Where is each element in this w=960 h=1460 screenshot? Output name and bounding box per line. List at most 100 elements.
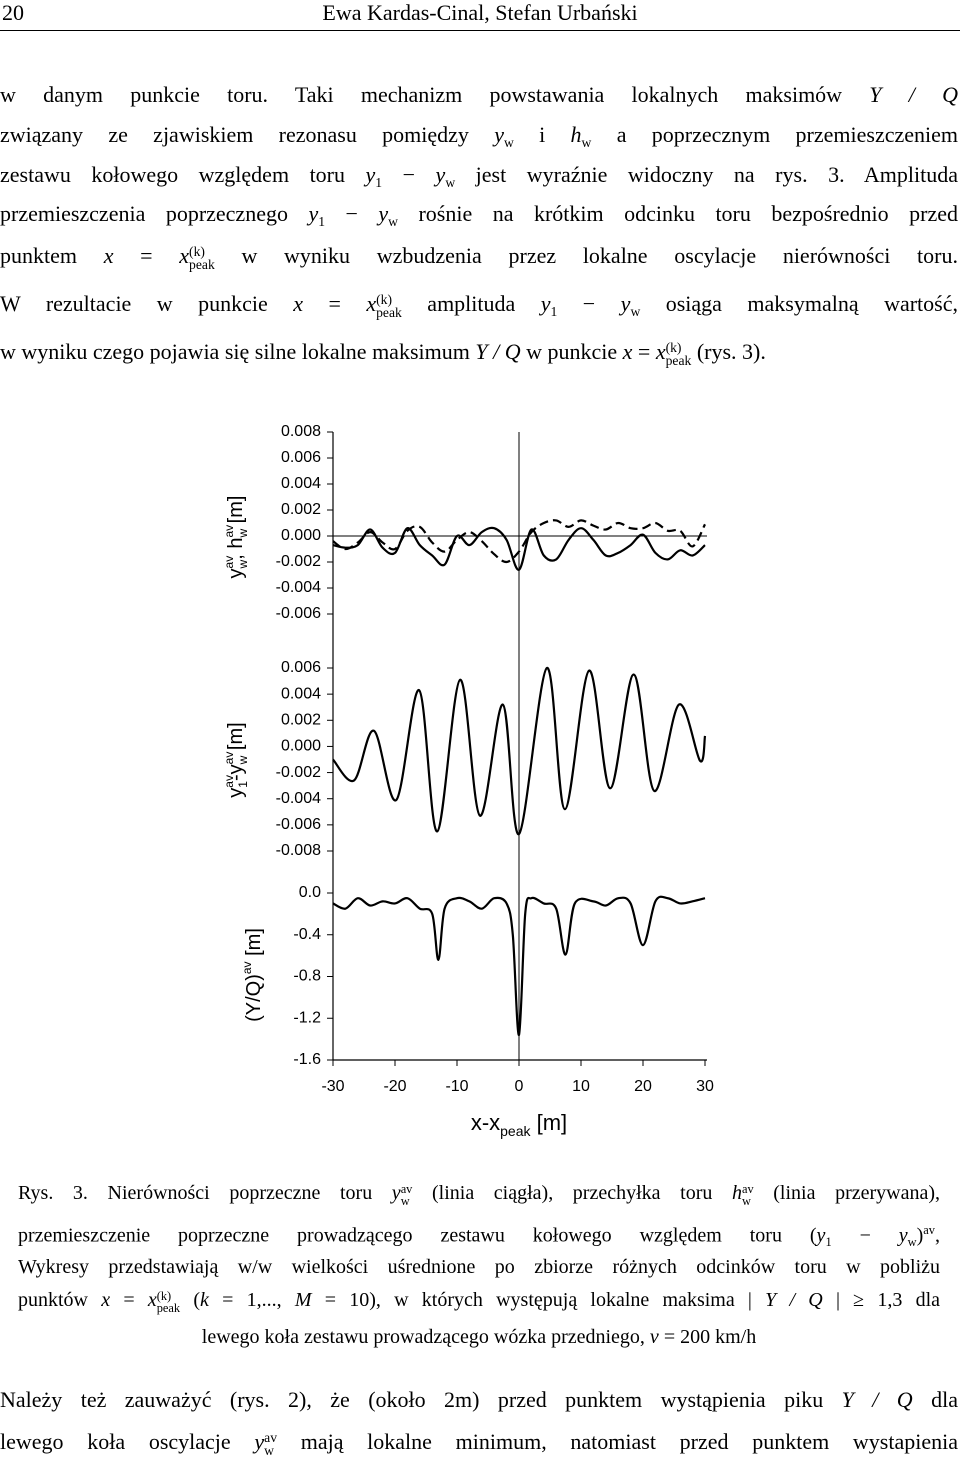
y-tick-label: -0.4 <box>293 926 321 943</box>
subscript: 1 <box>236 781 250 788</box>
page-number: 20 <box>2 0 24 25</box>
superscript: (k) <box>376 292 392 308</box>
subscript: peak <box>189 257 215 273</box>
math-symbol: y <box>898 1224 908 1247</box>
y-tick-label: -0.004 <box>276 579 321 596</box>
math-symbol: Y / Q <box>475 339 521 364</box>
superscript: av <box>222 556 236 569</box>
subscript: w <box>236 559 250 569</box>
y-tick-label: -0.002 <box>276 553 321 570</box>
data-line <box>332 895 706 1037</box>
text-line: przemieszczenia poprzecznego y1 − yw roś… <box>0 201 958 229</box>
subscript: peak <box>376 305 402 321</box>
text-line: zestawu kołowego względem toru y1 − yw j… <box>0 162 958 190</box>
math-symbol: y <box>540 291 551 316</box>
text-run: w punkcie <box>520 339 623 364</box>
text-run: x-x <box>471 1110 500 1135</box>
superscript: av <box>400 1181 413 1196</box>
text-line: punktem x = x (k) peak w wyniku wzbudzenia… <box>0 245 958 272</box>
text-run: w wyniku wzbudzenia przez lokalne oscyla… <box>214 243 958 268</box>
text-line: W rezultacie w punkcie x = x (k) peak ampl… <box>0 293 958 320</box>
text-run: = <box>303 291 367 316</box>
y-tick-label: -0.006 <box>276 605 321 622</box>
text-line: w danym punkcie toru. Taki mechanizm pow… <box>0 84 958 106</box>
text-run: = <box>113 243 180 268</box>
text-run: ( <box>180 1289 201 1311</box>
text-run: [m] <box>225 722 247 755</box>
text-run: y <box>225 568 247 578</box>
math-symbol: Y / Q <box>841 1387 913 1412</box>
text-run: [m] <box>243 928 265 961</box>
y-tick-label: -1.6 <box>293 1051 321 1068</box>
text-run: (linia przerywana), <box>753 1182 940 1204</box>
text-run: − <box>831 1224 899 1247</box>
subscript: w <box>907 1234 917 1249</box>
text-run: przemieszczenie poprzeczne prowadzącego … <box>18 1224 817 1247</box>
superscript: av <box>923 1223 935 1237</box>
superscript: av <box>222 525 236 538</box>
text-run: amplituda <box>401 291 541 316</box>
math-script: (k) peak <box>156 1290 181 1315</box>
text-run: | ≥ 1,3 dla <box>822 1289 941 1311</box>
math-script: av w <box>264 1430 278 1458</box>
math-symbol: x <box>366 291 377 316</box>
subscript: 1 <box>375 174 383 190</box>
text-run: Rys. 3. Nierówności poprzeczne toru <box>18 1182 392 1204</box>
text-run: jest wyraźnie widoczny na rys. 3. Amplit… <box>455 162 958 187</box>
superscript: (k) <box>189 244 205 260</box>
subscript: 1 <box>318 213 326 229</box>
text-line: lewego koła oscylacje y av w mają lokalne … <box>0 1431 958 1458</box>
math-script: (k) peak <box>376 292 402 321</box>
math-symbol: y <box>494 122 504 147</box>
y-tick-label: -0.8 <box>293 968 321 985</box>
math-symbol: y <box>365 162 376 187</box>
text-run: = 1,..., <box>208 1289 295 1311</box>
text-run: Należy też zauważyć (rys. 2), że (około … <box>0 1387 842 1412</box>
math-symbol: M <box>294 1289 312 1311</box>
data-line <box>332 519 706 564</box>
text-run: w wyniku czego pojawia się silne lokalne… <box>0 339 476 364</box>
text-run: y <box>225 788 247 798</box>
page-header: 20 Ewa Kardas-Cinal, Stefan Urbański <box>0 0 960 31</box>
text-run: (rys. 3). <box>691 339 766 364</box>
x-tick-label: -20 <box>383 1078 406 1095</box>
x-tick-label: 20 <box>634 1078 652 1095</box>
y-tick-label: 0.004 <box>281 475 321 492</box>
y-tick-label: -1.2 <box>293 1009 321 1026</box>
x-tick-label: -10 <box>445 1078 468 1095</box>
math-symbol: y <box>378 201 389 226</box>
text-run: [m] <box>225 496 247 529</box>
superscript: av <box>741 1181 754 1196</box>
y-tick-label: 0.002 <box>281 501 321 518</box>
text-run: = <box>110 1289 148 1311</box>
text-run: = <box>632 339 656 364</box>
x-tick-label: 10 <box>572 1078 590 1095</box>
text-run: osiąga maksymalną wartość, <box>640 291 958 316</box>
text-run: (Y/Q) <box>243 974 265 1022</box>
math-symbol: Y / Q <box>869 82 958 107</box>
math-script: (k) peak <box>189 244 215 273</box>
text-run: = 10), w których występują lokalne maksi… <box>311 1289 766 1311</box>
text-line: Wykresy przedstawiają w/w wielkości uśre… <box>18 1257 940 1277</box>
math-script: av w <box>400 1181 413 1208</box>
text-line: Rys. 3. Nierówności poprzeczne toru y av w… <box>18 1183 940 1207</box>
y-tick-label: 0.006 <box>281 449 321 466</box>
data-line <box>332 526 706 571</box>
text-run: a poprzecznym przemieszczeniem <box>591 122 959 147</box>
math-symbol: x <box>655 339 666 364</box>
superscript: (k) <box>665 340 682 356</box>
text-line: lewego koła zestawu prowadzącego wózka p… <box>18 1327 940 1347</box>
text-run: , <box>935 1224 940 1247</box>
text-run: przemieszczenia poprzecznego <box>0 201 309 226</box>
math-symbol: y <box>816 1224 826 1247</box>
text-line: punktów x = x (k) peak (k = 1,..., M = 10)… <box>18 1290 940 1314</box>
y-tick-label: -0.002 <box>276 764 321 781</box>
superscript: av <box>264 1430 278 1446</box>
subscript: peak <box>156 1300 181 1315</box>
text-run: (linia ciągła), przechyłka toru <box>412 1182 732 1204</box>
subscript: w <box>388 213 398 229</box>
text-run: lewego koła oscylacje <box>0 1429 255 1454</box>
y-tick-label: 0.0 <box>299 884 321 901</box>
